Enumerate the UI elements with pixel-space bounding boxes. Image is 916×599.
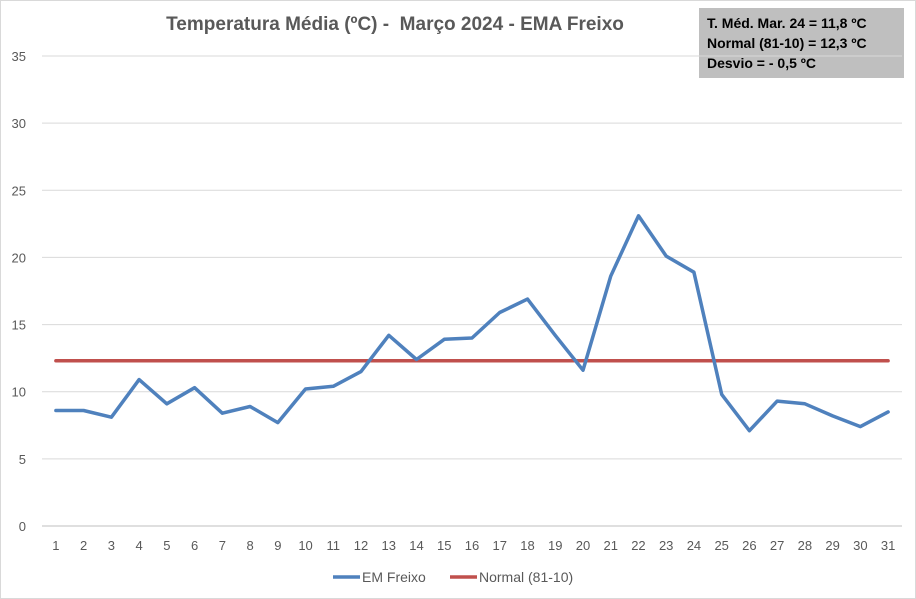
x-tick-label: 11 [327, 538, 341, 553]
x-tick-label: 13 [382, 538, 396, 553]
y-tick-label: 0 [19, 519, 26, 534]
x-tick-label: 6 [191, 538, 198, 553]
x-tick-label: 16 [465, 538, 479, 553]
x-tick-label: 20 [576, 538, 590, 553]
x-tick-label: 2 [80, 538, 87, 553]
x-axis-ticks: 1 2 3 4 5 6 7 8 9 10 11 12 13 14 15 16 17 18 19 20 21 22 23 24 2… [52, 538, 895, 553]
x-tick-label: 29 [825, 538, 839, 553]
gridlines [42, 55, 902, 527]
x-tick-label: 12 [354, 538, 368, 553]
x-tick-label: 22 [631, 538, 645, 553]
x-tick-label: 18 [520, 538, 534, 553]
summary-deviation: Desvio = - 0,5 ºC [707, 55, 816, 71]
summary-annotation-box: T. Méd. Mar. 24 = 11,8 ºC Normal (81-10)… [699, 8, 904, 78]
x-tick-label: 27 [770, 538, 784, 553]
y-tick-label: 30 [12, 116, 26, 131]
x-tick-label: 8 [246, 538, 253, 553]
x-tick-label: 17 [493, 538, 507, 553]
x-tick-label: 28 [798, 538, 812, 553]
x-tick-label: 15 [437, 538, 451, 553]
x-tick-label: 4 [135, 538, 142, 553]
x-tick-label: 10 [298, 538, 312, 553]
x-tick-label: 23 [659, 538, 673, 553]
x-tick-label: 21 [603, 538, 617, 553]
legend-label-em-freixo: EM Freixo [362, 569, 426, 585]
series-lines [54, 214, 890, 433]
y-tick-label: 5 [19, 452, 26, 467]
legend: EM Freixo Normal (81-10) [333, 569, 573, 585]
x-tick-label: 25 [714, 538, 728, 553]
legend-label-normal-81-10: Normal (81-10) [479, 569, 573, 585]
x-tick-label: 5 [163, 538, 170, 553]
y-tick-label: 35 [12, 49, 26, 64]
y-tick-label: 15 [12, 318, 26, 333]
x-tick-label: 3 [108, 538, 115, 553]
x-tick-label: 1 [52, 538, 59, 553]
x-tick-label: 14 [409, 538, 423, 553]
y-tick-label: 10 [12, 385, 26, 400]
summary-normal-temperature: Normal (81-10) = 12,3 ºC [707, 35, 867, 51]
x-tick-label: 19 [548, 538, 562, 553]
y-tick-label: 25 [12, 183, 26, 198]
x-tick-label: 26 [742, 538, 756, 553]
x-tick-label: 31 [881, 538, 895, 553]
y-axis-ticks: 0 5 10 15 20 25 30 35 [12, 49, 26, 534]
chart-title: Temperatura Média (ºC) - Março 2024 - EM… [166, 14, 624, 35]
x-tick-label: 7 [219, 538, 226, 553]
x-tick-label: 24 [687, 538, 701, 553]
y-tick-label: 20 [12, 250, 26, 265]
x-tick-label: 30 [853, 538, 867, 553]
series-line-em-freixo [54, 214, 890, 433]
x-tick-label: 9 [274, 538, 281, 553]
summary-mean-temperature: T. Méd. Mar. 24 = 11,8 ºC [707, 15, 867, 31]
